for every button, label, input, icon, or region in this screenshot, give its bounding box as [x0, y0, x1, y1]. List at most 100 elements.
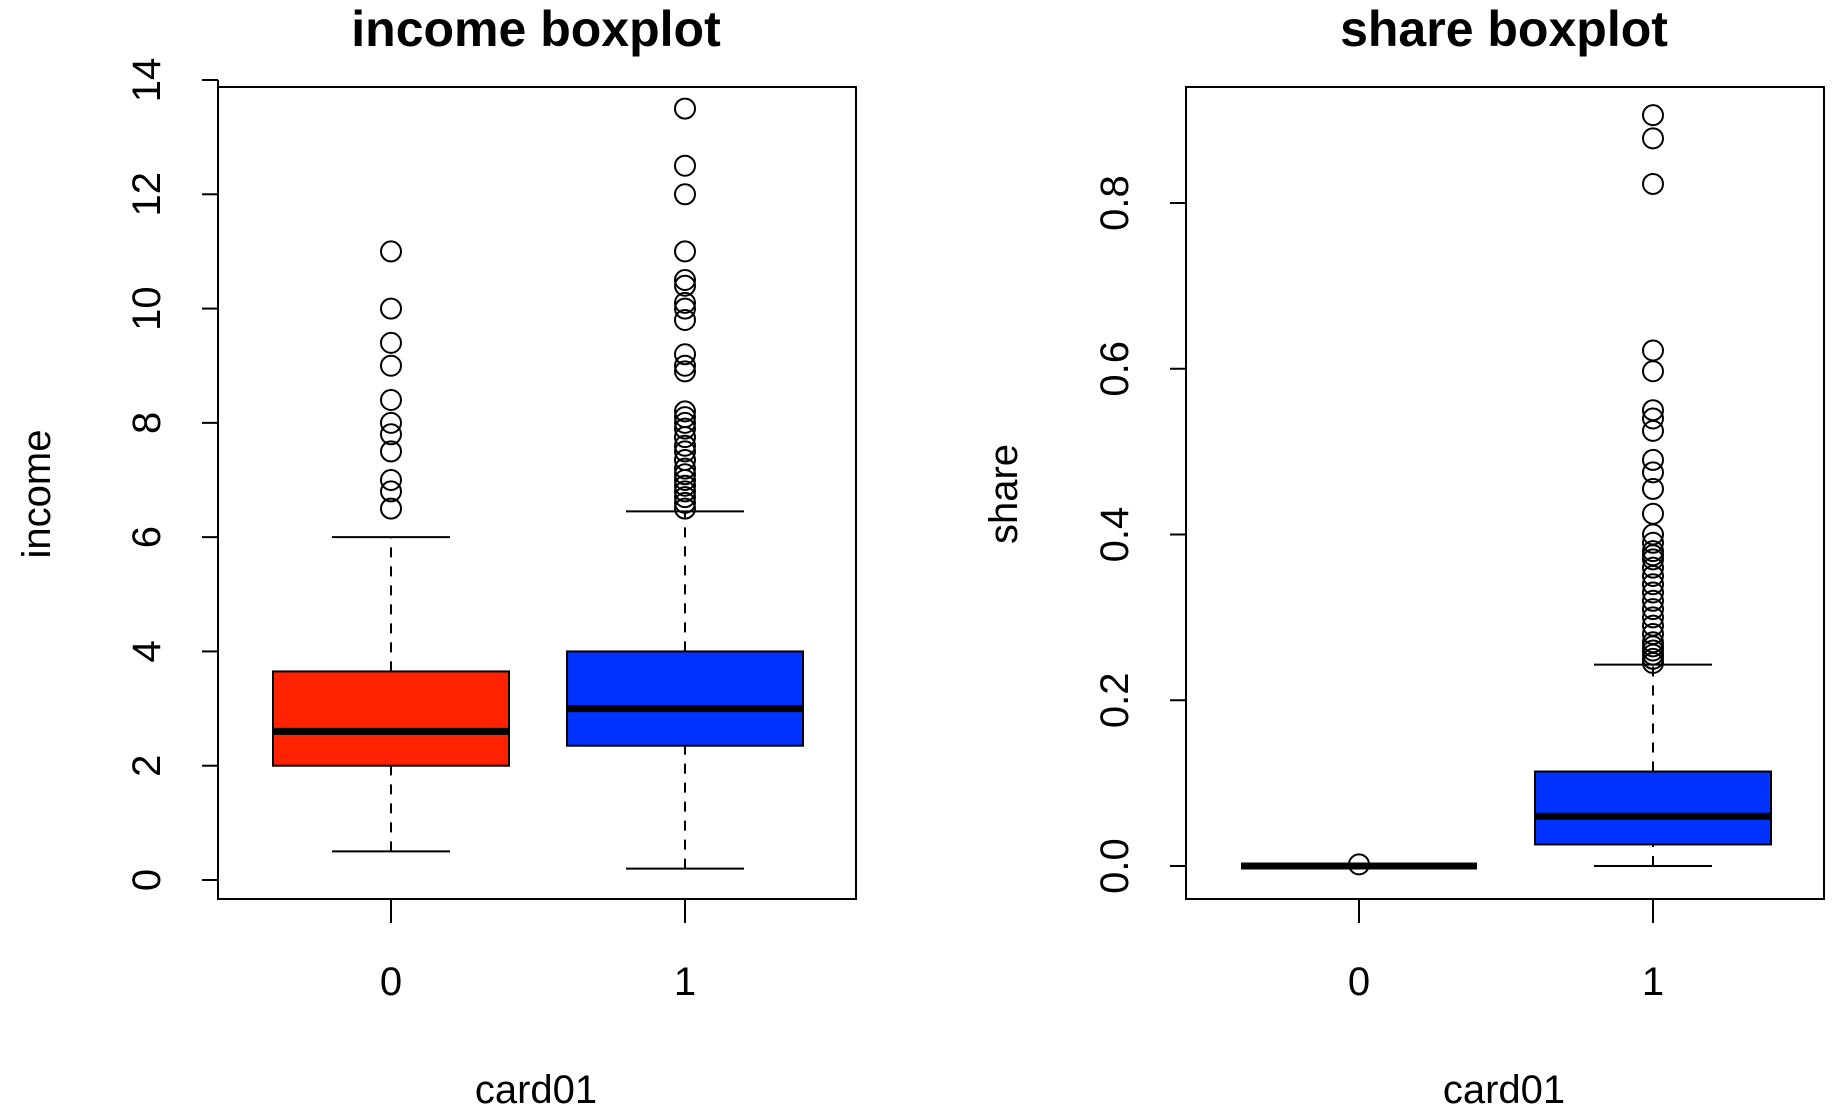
income-outlier-0-7 — [380, 354, 402, 377]
income-outlier-1-23 — [674, 269, 696, 291]
income-outlier-1-1 — [674, 491, 696, 514]
income-outlier-1-27 — [674, 97, 696, 120]
share-outlier-1-25 — [1642, 407, 1664, 430]
share-xlabel: card01 — [1443, 1068, 1565, 1104]
share-outlier-1-16 — [1642, 544, 1664, 567]
income-box-0 — [272, 670, 510, 767]
share-outlier-1-29 — [1642, 172, 1664, 195]
income-box-group-1 — [566, 97, 804, 870]
income-outlier-1-2 — [674, 486, 696, 509]
income-y-tick-label-7: 14 — [125, 58, 169, 103]
share-y-axis: 0.0 0.2 0.4 0.6 0.8 — [1093, 175, 1187, 894]
income-panel: income boxplot income card01 02468101214… — [15, 1, 857, 1104]
income-y-tick-label-4: 8 — [125, 412, 169, 434]
share-y-tick-label-3: 0.6 — [1093, 341, 1137, 397]
share-y-tick-label-2: 0.4 — [1093, 507, 1137, 563]
income-outlier-1-14 — [674, 406, 696, 429]
share-outlier-1-6 — [1642, 622, 1664, 645]
share-outlier-1-31 — [1642, 104, 1664, 127]
share-outlier-1-8 — [1642, 606, 1664, 629]
share-box-group-0 — [1241, 853, 1477, 876]
income-outlier-0-1 — [380, 480, 402, 503]
share-outlier-1-27 — [1642, 360, 1664, 383]
income-outlier-1-18 — [674, 343, 696, 366]
share-box-1 — [1534, 770, 1772, 846]
income-y-tick-label-1: 2 — [125, 755, 169, 777]
share-chart-title: share boxplot — [1340, 1, 1668, 57]
share-x-tick-label-1: 1 — [1642, 960, 1664, 1004]
income-y-axis: 0 2 4 6 8 10 12 14 — [125, 58, 219, 891]
income-outlier-1-0 — [674, 497, 696, 520]
income-outlier-0-3 — [380, 440, 402, 463]
income-outlier-1-19 — [674, 309, 696, 331]
income-outlier-1-10 — [674, 434, 696, 457]
income-outlier-0-6 — [380, 389, 402, 411]
share-outlier-1-30 — [1642, 127, 1664, 150]
share-y-tick-label-4: 0.8 — [1093, 175, 1137, 231]
income-outlier-1-21 — [674, 291, 696, 314]
income-outlier-0-10 — [380, 240, 402, 263]
share-outlier-1-26 — [1642, 399, 1664, 422]
share-outlier-1-24 — [1642, 419, 1664, 442]
income-x-tick-label-0: 0 — [380, 960, 402, 1004]
income-box-group-0 — [272, 240, 510, 853]
income-outlier-1-22 — [674, 274, 696, 297]
share-outlier-1-20 — [1642, 502, 1664, 525]
income-outlier-1-12 — [674, 417, 696, 440]
income-outlier-1-25 — [674, 183, 696, 206]
income-y-tick-label-5: 10 — [125, 286, 169, 331]
income-outlier-1-20 — [674, 297, 696, 320]
income-outlier-0-4 — [380, 423, 402, 446]
income-xlabel: card01 — [475, 1068, 597, 1104]
share-outlier-1-21 — [1642, 477, 1664, 500]
share-y-tick-label-1: 0.2 — [1093, 672, 1137, 728]
income-outlier-1-26 — [674, 154, 696, 177]
income-outlier-1-7 — [674, 457, 696, 480]
income-outlier-0-8 — [380, 331, 402, 354]
share-outlier-1-12 — [1642, 573, 1664, 596]
share-panel: share boxplot share card01 0.00.20.40.60… — [982, 1, 1825, 1104]
income-outlier-1-3 — [674, 480, 696, 503]
income-outlier-1-6 — [674, 463, 696, 486]
income-outlier-1-13 — [674, 411, 696, 434]
share-outlier-1-18 — [1642, 531, 1664, 554]
income-box-1 — [566, 650, 804, 747]
income-ylabel: income — [15, 430, 59, 559]
income-outlier-0-2 — [380, 469, 402, 491]
share-box-group-1 — [1534, 104, 1772, 867]
share-outlier-1-17 — [1642, 540, 1664, 563]
share-ylabel: share — [982, 444, 1026, 544]
income-outlier-1-24 — [674, 240, 696, 263]
share-outlier-1-14 — [1642, 556, 1664, 579]
income-outlier-1-16 — [674, 360, 696, 383]
income-outlier-0-5 — [380, 411, 402, 434]
share-outlier-1-28 — [1642, 339, 1664, 362]
income-outlier-1-15 — [674, 400, 696, 423]
income-plot-frame — [217, 86, 857, 900]
share-boxes — [1241, 104, 1772, 876]
income-outlier-0-0 — [380, 497, 402, 520]
share-y-tick-label-0: 0.0 — [1093, 838, 1137, 894]
income-outlier-1-8 — [674, 449, 696, 471]
income-chart-title: income boxplot — [351, 1, 721, 57]
share-outlier-1-10 — [1642, 589, 1664, 612]
income-boxes — [272, 97, 804, 870]
share-outlier-1-5 — [1642, 631, 1664, 654]
share-outlier-1-22 — [1642, 461, 1664, 484]
share-outlier-0-0 — [1348, 853, 1370, 876]
income-y-tick-label-2: 4 — [125, 640, 169, 662]
income-x-tick-label-1: 1 — [674, 960, 696, 1004]
income-outlier-1-17 — [674, 354, 696, 377]
share-outlier-1-9 — [1642, 598, 1664, 621]
income-outlier-1-9 — [674, 440, 696, 463]
income-y-tick-label-0: 0 — [125, 869, 169, 891]
income-y-tick-label-6: 12 — [125, 172, 169, 217]
share-outlier-1-11 — [1642, 581, 1664, 604]
share-outlier-1-7 — [1642, 614, 1664, 637]
income-y-tick-label-3: 6 — [125, 526, 169, 548]
income-outlier-1-4 — [674, 474, 696, 497]
share-x-tick-label-0: 0 — [1348, 960, 1370, 1004]
